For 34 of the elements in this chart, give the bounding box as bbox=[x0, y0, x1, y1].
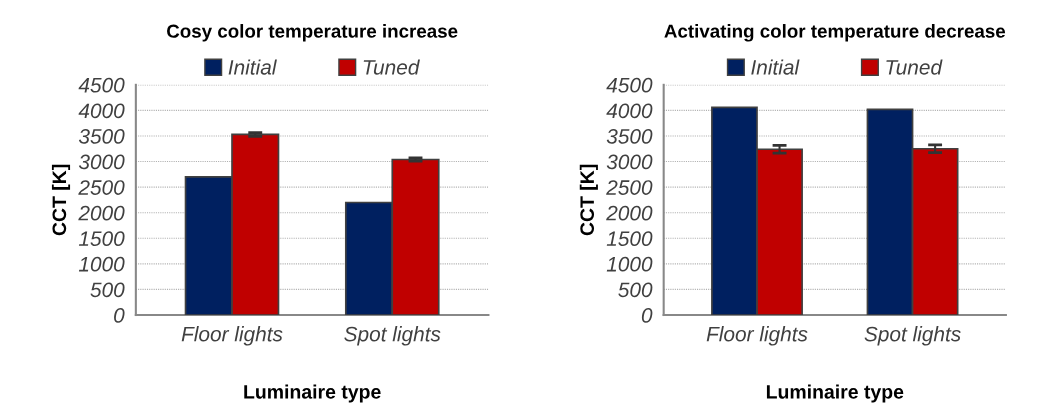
x-tick-label: Floor lights bbox=[706, 326, 808, 346]
y-tick-label: 3500 bbox=[78, 128, 125, 144]
legend-label: Initial bbox=[751, 59, 800, 75]
y-tick-label: 3500 bbox=[606, 128, 653, 144]
y-tick-label: 3000 bbox=[78, 154, 125, 170]
y-axis-title: CCT [K] bbox=[579, 164, 598, 236]
legend-label: Initial bbox=[228, 59, 277, 75]
y-tick-label: 4500 bbox=[78, 77, 125, 93]
chart-title: Cosy color temperature increase bbox=[167, 24, 458, 42]
y-tick-label: 4000 bbox=[78, 103, 125, 119]
x-tick-label: Spot lights bbox=[344, 326, 441, 346]
y-tick-label: 1000 bbox=[606, 256, 653, 272]
y-tick-label: 4500 bbox=[606, 77, 653, 93]
y-tick-label: 1500 bbox=[78, 231, 125, 247]
chart-title: Activating color temperature decrease bbox=[664, 24, 1006, 42]
y-tick-label: 2500 bbox=[606, 180, 653, 195]
x-axis-title: Luminaire type bbox=[244, 384, 381, 403]
y-tick-label: 4000 bbox=[606, 103, 653, 119]
legend-label: Tuned bbox=[886, 59, 943, 75]
y-tick-label: 1000 bbox=[78, 256, 125, 272]
y-axis-title: CCT [K] bbox=[51, 164, 71, 236]
y-tick-label: 0 bbox=[114, 308, 125, 323]
y-tick-label: 2000 bbox=[78, 205, 125, 221]
legend-label: Tuned bbox=[363, 59, 420, 75]
x-tick-label: Floor lights bbox=[181, 326, 283, 346]
y-tick-label: 2500 bbox=[78, 180, 125, 195]
y-tick-label: 0 bbox=[641, 308, 653, 323]
x-tick-label: Spot lights bbox=[864, 326, 961, 346]
x-axis-title: Luminaire type bbox=[766, 384, 904, 403]
y-tick-label: 500 bbox=[618, 282, 653, 298]
y-tick-label: 3000 bbox=[606, 154, 653, 170]
y-tick-label: 500 bbox=[90, 282, 125, 298]
y-tick-label: 2000 bbox=[606, 205, 653, 221]
y-tick-label: 1500 bbox=[606, 231, 653, 247]
